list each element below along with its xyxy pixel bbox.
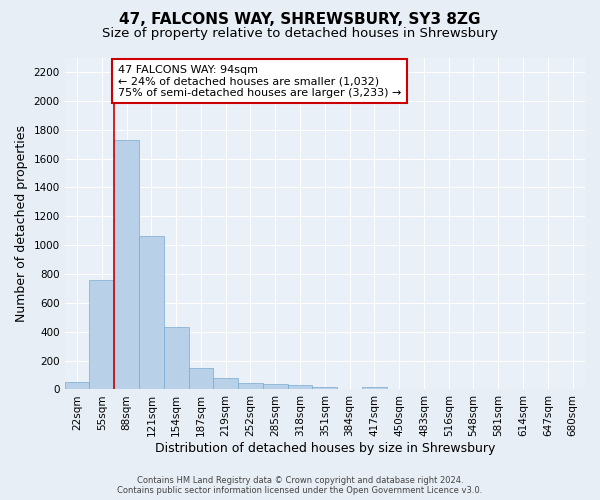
X-axis label: Distribution of detached houses by size in Shrewsbury: Distribution of detached houses by size … [155,442,495,455]
Bar [214,378,238,390]
Bar [65,382,89,390]
Bar [139,236,164,390]
Bar [164,328,188,390]
Bar [263,384,287,390]
Bar [188,368,214,390]
Bar [238,383,263,390]
Bar [287,385,313,390]
Bar [362,387,387,390]
Text: Contains HM Land Registry data © Crown copyright and database right 2024.
Contai: Contains HM Land Registry data © Crown c… [118,476,482,495]
Text: 47, FALCONS WAY, SHREWSBURY, SY3 8ZG: 47, FALCONS WAY, SHREWSBURY, SY3 8ZG [119,12,481,28]
Text: Size of property relative to detached houses in Shrewsbury: Size of property relative to detached ho… [102,28,498,40]
Text: 47 FALCONS WAY: 94sqm
← 24% of detached houses are smaller (1,032)
75% of semi-d: 47 FALCONS WAY: 94sqm ← 24% of detached … [118,64,401,98]
Bar [114,140,139,390]
Bar [313,386,337,390]
Y-axis label: Number of detached properties: Number of detached properties [15,125,28,322]
Bar [89,280,114,390]
